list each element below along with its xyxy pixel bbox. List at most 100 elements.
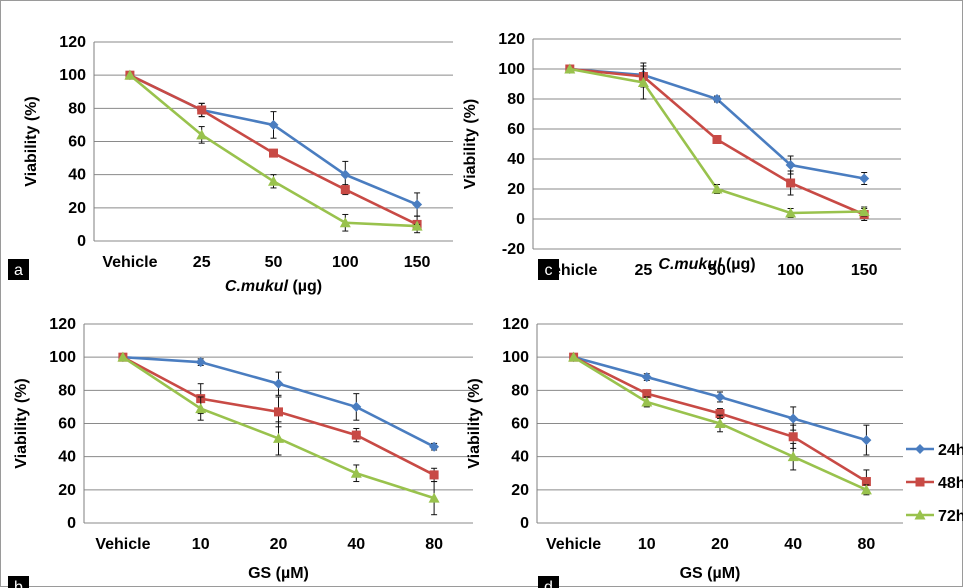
data-point-72h [714, 418, 726, 428]
y-tick-labels: 0 20 40 60 80 100 120 [49, 316, 76, 532]
legend-item-48h: 48h [906, 475, 963, 492]
legend-item-72h: 72h [906, 508, 963, 525]
panel-label: c [538, 259, 559, 280]
y-tick-label: 0 [520, 515, 529, 532]
y-tick-label: 120 [49, 316, 76, 333]
data-point-72h [195, 403, 207, 414]
data-point-24h [412, 199, 423, 210]
data-point-72h [268, 175, 279, 186]
data-point-72h [411, 220, 423, 231]
data-point-48h [786, 178, 796, 188]
panel-label: a [8, 259, 29, 280]
series-48h [565, 64, 869, 221]
data-point-48h [642, 389, 652, 399]
data-point-48h [712, 135, 722, 144]
panel-label: d [538, 576, 559, 588]
data-point-72h [350, 467, 362, 478]
data-point-48h [269, 148, 278, 158]
y-tick-label: 60 [511, 416, 529, 433]
data-point-24h [641, 372, 652, 383]
x-tick-label: 40 [784, 536, 802, 553]
data-point-48h [788, 432, 798, 442]
x-axis-title: C.mukul (µg) [658, 256, 755, 273]
y-tick-label: 120 [502, 316, 529, 333]
panel-label: b [8, 576, 29, 588]
y-tick-label: 20 [511, 482, 529, 499]
series-48h [125, 70, 422, 234]
y-tick-label: 80 [68, 100, 86, 117]
x-tick-label: 50 [708, 262, 726, 279]
chart-panel-b: 0 20 40 60 80 100 120 Vehicle 10 20 40 80 GS (µM) Via… [8, 316, 473, 588]
y-tick-label: 0 [67, 515, 76, 532]
y-tick-label: 80 [58, 382, 76, 399]
y-tick-label: 20 [507, 181, 525, 198]
data-point-72h [117, 351, 129, 362]
legend-item-24h: 24h [906, 442, 963, 459]
legend-marker [915, 477, 925, 487]
series-72h [568, 351, 872, 496]
data-point-72h [785, 207, 797, 218]
data-point-48h [197, 105, 207, 115]
data-point-24h [859, 173, 870, 184]
y-axis-title: Viability (%) [462, 99, 479, 189]
y-tick-label: 40 [58, 449, 76, 466]
y-axis-title: Viability (%) [13, 378, 30, 468]
series-72h [124, 69, 423, 232]
data-point-24h [715, 391, 725, 402]
data-point-72h [124, 69, 136, 80]
x-tick-labels: Vehicle 25 50 100 150 [102, 254, 430, 271]
y-tick-label: 40 [511, 449, 529, 466]
y-tick-label: 80 [507, 91, 525, 108]
x-tick-label: Vehicle [102, 254, 157, 271]
data-point-24h [785, 160, 796, 170]
x-axis-title: C.mukul (µg) [225, 278, 322, 295]
legend-marker [915, 444, 925, 454]
panel-label-text: d [544, 579, 553, 588]
y-tick-label: 120 [498, 31, 525, 48]
x-tick-label: 25 [635, 262, 653, 279]
gridlines [533, 38, 901, 250]
x-tick-label: 20 [270, 536, 288, 553]
data-point-72h [273, 432, 284, 443]
data-point-72h [641, 396, 653, 407]
data-point-48h [340, 185, 350, 195]
x-tick-label: 10 [638, 536, 656, 553]
panel-label-text: c [545, 262, 553, 279]
y-tick-label: -20 [502, 241, 525, 258]
x-tick-label: 80 [858, 536, 876, 553]
series-line-24h [569, 67, 865, 180]
y-tick-label: 100 [502, 349, 529, 366]
x-tick-labels: Vehicle 10 20 40 80 [95, 536, 443, 553]
x-tick-label: 25 [193, 254, 211, 271]
data-point-24h [861, 435, 872, 446]
data-point-24h [340, 169, 351, 180]
data-point-72h [711, 183, 723, 194]
y-tick-labels: 0 20 40 60 80 100 120 [502, 316, 529, 532]
x-axis-title: GS (µM) [680, 565, 741, 582]
data-point-72h [564, 63, 576, 74]
data-point-48h [861, 477, 871, 487]
y-tick-labels: -20 0 20 40 60 80 100 120 [498, 31, 525, 258]
data-point-24h [788, 413, 799, 424]
y-tick-label: 40 [68, 167, 86, 184]
x-tick-label: 10 [192, 536, 210, 553]
y-axis-title: Viability (%) [466, 378, 483, 468]
x-tick-label: 40 [347, 536, 365, 553]
y-tick-label: 0 [77, 233, 86, 250]
legend: 24h 48h 72h [906, 442, 963, 525]
data-point-72h [858, 206, 870, 216]
data-point-72h [568, 351, 580, 362]
y-axis-title: Viability (%) [23, 96, 40, 186]
y-tick-label: 60 [58, 416, 76, 433]
x-tick-label: 150 [404, 254, 431, 271]
y-tick-label: 120 [59, 34, 86, 51]
y-tick-label: 100 [49, 349, 76, 366]
data-point-72h [339, 217, 351, 228]
x-tick-label: 100 [332, 254, 359, 271]
x-tick-labels: Vehicle 10 20 40 80 [546, 536, 875, 553]
data-point-72h [787, 451, 799, 462]
y-tick-label: 20 [58, 482, 76, 499]
legend-label: 72h [938, 508, 963, 525]
